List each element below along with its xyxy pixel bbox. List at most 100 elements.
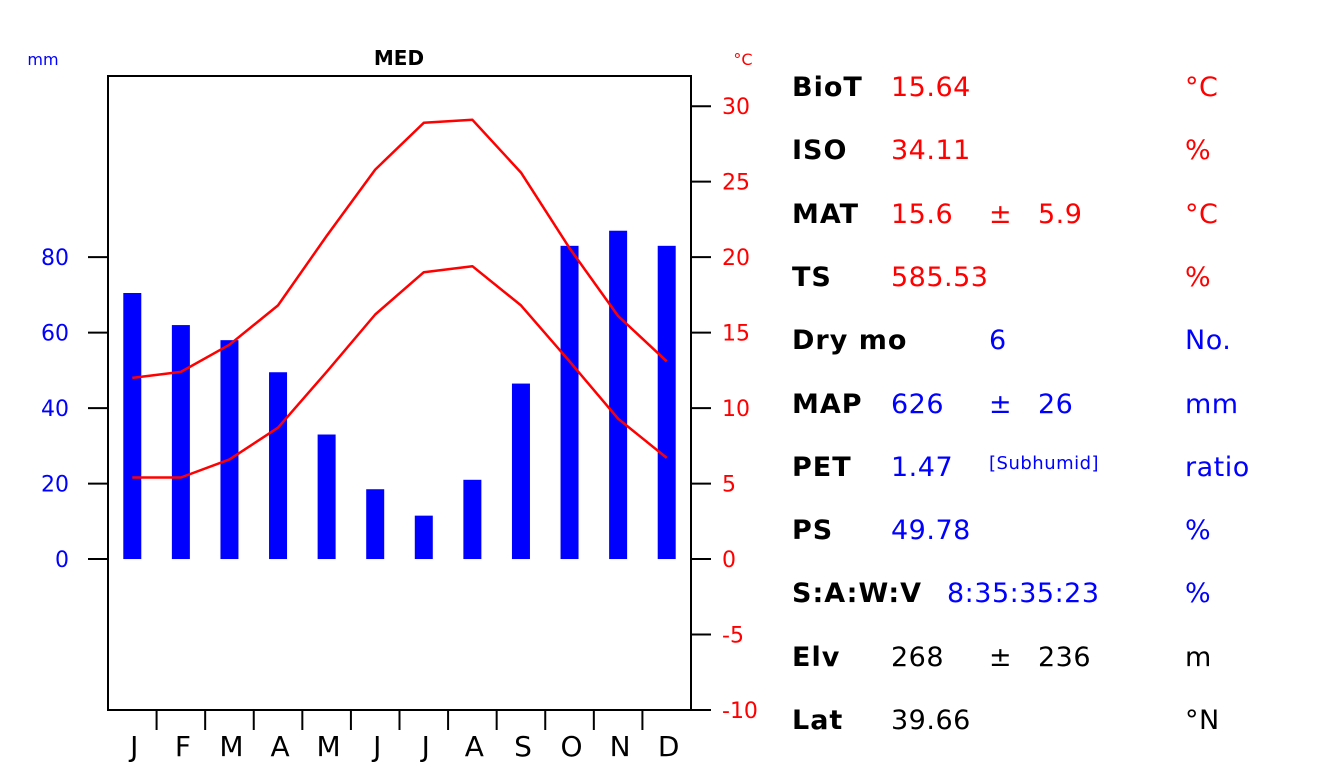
month-label: D bbox=[658, 730, 680, 763]
stat-value: 39.66 bbox=[891, 705, 971, 736]
climate-diagram: MED mm °C 0 20 40 60 80 -10 -5 0 5 10 15 20 25 30 J F… bbox=[27, 46, 758, 763]
stat-row: TS 585.53% bbox=[792, 258, 1332, 298]
stat-value: 585.53 bbox=[891, 261, 989, 293]
month-label: J bbox=[371, 730, 381, 763]
stat-row: PET 1.47 [Subhumid] ratio bbox=[792, 448, 1332, 488]
stat-value: 15.64 bbox=[891, 72, 971, 103]
precipitation-bar bbox=[220, 340, 239, 560]
stat-unit: % bbox=[1185, 261, 1212, 293]
stat-label: PET bbox=[792, 451, 852, 483]
temperature-tick-label: 15 bbox=[722, 322, 750, 347]
stat-value: 8:35:35:23 bbox=[947, 578, 1100, 610]
precip-tick-label: 40 bbox=[41, 397, 69, 422]
stat-error: 26 bbox=[1038, 388, 1074, 420]
stat-label: BioT bbox=[792, 72, 863, 103]
min-temperature-line bbox=[132, 264, 668, 479]
left-axis-unit: mm bbox=[27, 50, 58, 69]
stat-value: 15.6 bbox=[891, 198, 954, 230]
precipitation-bar bbox=[511, 383, 530, 560]
temperature-tick-label: 0 bbox=[722, 548, 736, 573]
stat-label: Elv bbox=[792, 641, 841, 673]
stat-label: MAP bbox=[792, 388, 863, 420]
precipitation-bar bbox=[317, 434, 336, 560]
precip-tick-label: 20 bbox=[41, 473, 69, 498]
stat-row: BioT 15.64 °C bbox=[792, 68, 1332, 108]
chart-title: MED bbox=[374, 46, 424, 70]
plot-frame bbox=[107, 75, 692, 711]
stat-label: S:A:W:V bbox=[792, 578, 923, 610]
stat-row: PS 49.78% bbox=[792, 511, 1332, 551]
stat-row: Dry mo 6 No. bbox=[792, 321, 1332, 361]
stat-unit: °C bbox=[1185, 198, 1219, 230]
stat-unit: No. bbox=[1185, 325, 1232, 357]
stat-row: MAP 626 ±26 mm bbox=[792, 385, 1332, 425]
temperature-tick-label: 25 bbox=[722, 171, 750, 196]
precipitation-axis: 0 20 40 60 80 bbox=[41, 246, 108, 573]
month-label: F bbox=[175, 730, 191, 763]
precipitation-bars bbox=[123, 230, 676, 560]
month-label: M bbox=[219, 730, 243, 763]
precipitation-bar bbox=[609, 230, 628, 560]
precip-tick-label: 60 bbox=[41, 322, 69, 347]
stat-value: 626 bbox=[891, 388, 945, 420]
stat-row: MAT 15.6 ±5.9 °C bbox=[792, 195, 1332, 235]
stat-value: 1.47 bbox=[891, 451, 954, 483]
temperature-tick-label: -5 bbox=[722, 624, 744, 649]
temperature-lines bbox=[132, 118, 668, 479]
stat-unit: °N bbox=[1185, 705, 1220, 736]
precipitation-bar bbox=[269, 372, 288, 560]
temperature-tick-label: -10 bbox=[722, 699, 758, 724]
max-temperature-line bbox=[132, 118, 668, 380]
stat-error: 5.9 bbox=[1038, 198, 1083, 230]
stat-unit: % bbox=[1185, 578, 1212, 610]
month-label: O bbox=[561, 730, 583, 763]
month-label: J bbox=[420, 730, 430, 763]
precipitation-bar bbox=[366, 489, 385, 560]
stat-unit: ratio bbox=[1185, 451, 1250, 483]
stat-label: PS bbox=[792, 515, 834, 547]
month-label: A bbox=[465, 730, 484, 763]
temperature-tick-label: 10 bbox=[722, 397, 750, 422]
stat-plus-minus: 6 bbox=[989, 325, 1007, 357]
temperature-tick-label: 30 bbox=[722, 95, 750, 120]
stat-label: TS bbox=[792, 261, 832, 293]
precipitation-bar bbox=[171, 325, 190, 560]
stat-row: ISO 34.11% bbox=[792, 131, 1332, 171]
stat-label: Dry mo bbox=[792, 325, 908, 357]
month-label: J bbox=[128, 730, 138, 763]
precip-tick-label: 80 bbox=[41, 246, 69, 271]
month-label: M bbox=[317, 730, 341, 763]
stat-value: 268 bbox=[891, 641, 945, 673]
stat-unit: % bbox=[1185, 515, 1212, 547]
precip-tick-label: 0 bbox=[55, 548, 69, 573]
right-axis-unit: °C bbox=[733, 50, 752, 69]
precipitation-bar bbox=[123, 292, 142, 560]
stat-plus-minus: ± bbox=[989, 198, 1013, 230]
stat-plus-minus: ± bbox=[989, 388, 1013, 420]
stat-plus-minus: ± bbox=[989, 641, 1013, 673]
precipitation-bar bbox=[414, 515, 433, 560]
temperature-tick-label: 5 bbox=[722, 473, 736, 498]
month-label: N bbox=[610, 730, 631, 763]
precipitation-bar bbox=[657, 245, 676, 560]
stat-row: Lat 39.66 °N bbox=[792, 701, 1332, 741]
stat-unit: °C bbox=[1185, 72, 1219, 103]
stat-label: Lat bbox=[792, 705, 844, 736]
stat-value: 49.78 bbox=[891, 515, 971, 547]
temperature-tick-label: 20 bbox=[722, 246, 750, 271]
stat-note: [Subhumid] bbox=[989, 452, 1100, 474]
stat-label: ISO bbox=[792, 135, 848, 167]
stat-error: 236 bbox=[1038, 641, 1092, 673]
stat-row: S:A:W:V 8:35:35:23% bbox=[792, 574, 1332, 614]
precipitation-bar bbox=[463, 479, 482, 560]
stat-row: Elv 268 ±236 m bbox=[792, 638, 1332, 678]
temperature-axis: -10 -5 0 5 10 15 20 25 30 bbox=[691, 95, 758, 724]
stat-unit: % bbox=[1185, 135, 1212, 167]
stat-label: MAT bbox=[792, 198, 860, 230]
stat-value: 34.11 bbox=[891, 135, 971, 167]
stat-unit: mm bbox=[1185, 388, 1239, 420]
month-label: S bbox=[514, 730, 532, 763]
month-label: A bbox=[270, 730, 289, 763]
stat-unit: m bbox=[1185, 641, 1212, 673]
